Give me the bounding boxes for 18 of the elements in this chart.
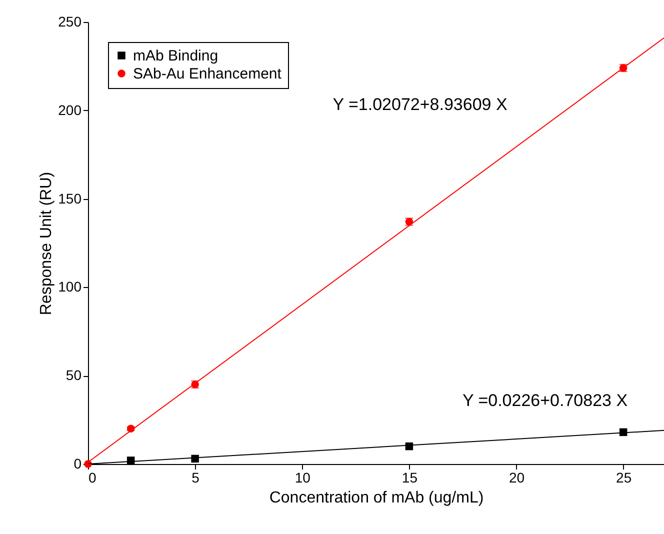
y-tick-label: 150 (58, 190, 82, 206)
x-tick-label: 10 (294, 470, 311, 486)
y-tick-label: 200 (58, 102, 82, 118)
x-tick-label: 25 (616, 470, 632, 486)
x-axis-title: Concentration of mAb (ug/mL) (269, 490, 484, 506)
annotation: Y =1.02072+8.93609 X (332, 95, 508, 114)
legend-label: mAb Binding (133, 48, 218, 64)
legend-label: SAb-Au Enhancement (133, 66, 282, 82)
annotation: Y =0.0226+0.70823 X (462, 391, 628, 410)
x-tick-label: 5 (192, 470, 200, 486)
x-tick-label: 15 (402, 470, 418, 486)
y-tick-label: 250 (58, 14, 82, 30)
y-tick-label: 100 (58, 278, 82, 295)
y-tick-label: 0 (74, 456, 82, 472)
x-tick-label: 0 (88, 470, 96, 486)
y-tick-label: 50 (66, 367, 82, 384)
x-tick-label: 20 (508, 470, 525, 486)
y-axis-title: Response Unit (RU) (38, 172, 56, 316)
